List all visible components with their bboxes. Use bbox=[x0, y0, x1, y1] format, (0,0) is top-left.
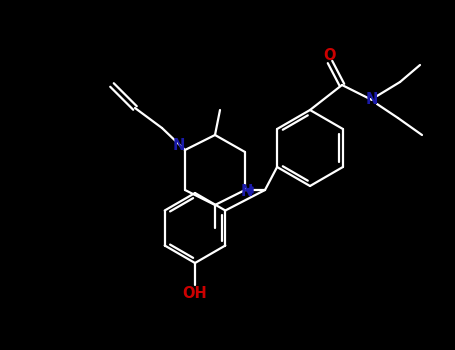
Text: O: O bbox=[324, 49, 336, 63]
Polygon shape bbox=[245, 187, 253, 193]
Text: N: N bbox=[366, 92, 378, 107]
Text: N: N bbox=[173, 139, 185, 154]
Text: N: N bbox=[241, 184, 253, 200]
Text: OH: OH bbox=[182, 286, 207, 301]
